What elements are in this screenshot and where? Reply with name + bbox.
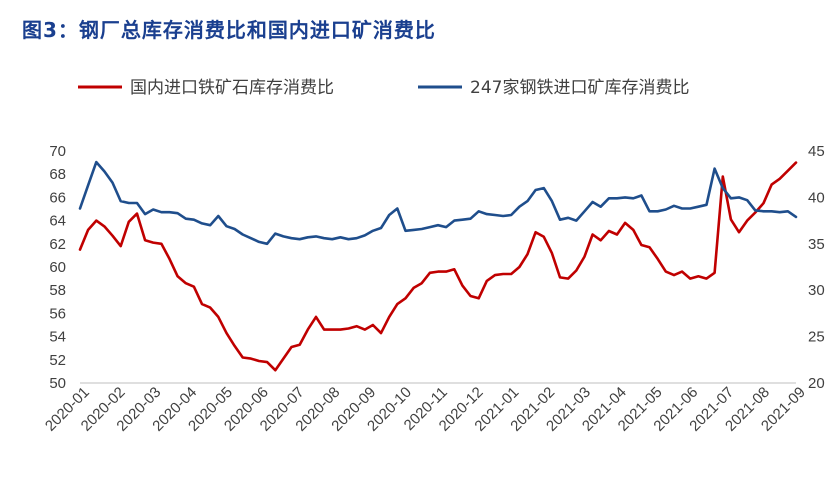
right-y-axis: 20 25 30 35 40 45 (808, 143, 825, 392)
left-y-tick-label: 56 (49, 305, 66, 322)
legend-label: 247家钢铁进口矿库存消费比 (470, 78, 689, 98)
left-y-tick-label: 68 (49, 166, 66, 183)
left-y-tick-label: 60 (49, 259, 66, 276)
right-y-tick-label: 25 (808, 329, 825, 346)
left-y-tick-label: 52 (49, 352, 66, 369)
left-y-tick-label: 58 (49, 282, 66, 299)
x-axis: 2020-012020-022020-032020-042020-052020-… (42, 382, 809, 435)
left-y-tick-label: 50 (49, 375, 66, 392)
left-y-tick-label: 66 (49, 189, 66, 206)
right-y-tick-label: 45 (808, 143, 825, 160)
series-line (78, 161, 798, 372)
legend: 国内进口铁矿石库存消费比 247家钢铁进口矿库存消费比 (78, 78, 689, 98)
left-y-tick-label: 54 (49, 329, 66, 346)
right-y-tick-label: 30 (808, 282, 825, 299)
right-y-tick-label: 40 (808, 189, 825, 206)
page-title: 图3：钢厂总库存消费比和国内进口矿消费比 (22, 18, 436, 42)
left-y-tick-label: 70 (49, 143, 66, 160)
series-line (78, 160, 798, 246)
left-y-tick-label: 64 (49, 213, 66, 230)
left-y-tick-label: 62 (49, 236, 66, 253)
legend-label: 国内进口铁矿石库存消费比 (130, 78, 334, 98)
right-y-tick-label: 35 (808, 236, 825, 253)
right-y-tick-label: 20 (808, 375, 825, 392)
left-y-axis: 50 52 54 56 58 60 62 64 66 68 70 (49, 143, 66, 392)
series-layer (78, 160, 798, 372)
